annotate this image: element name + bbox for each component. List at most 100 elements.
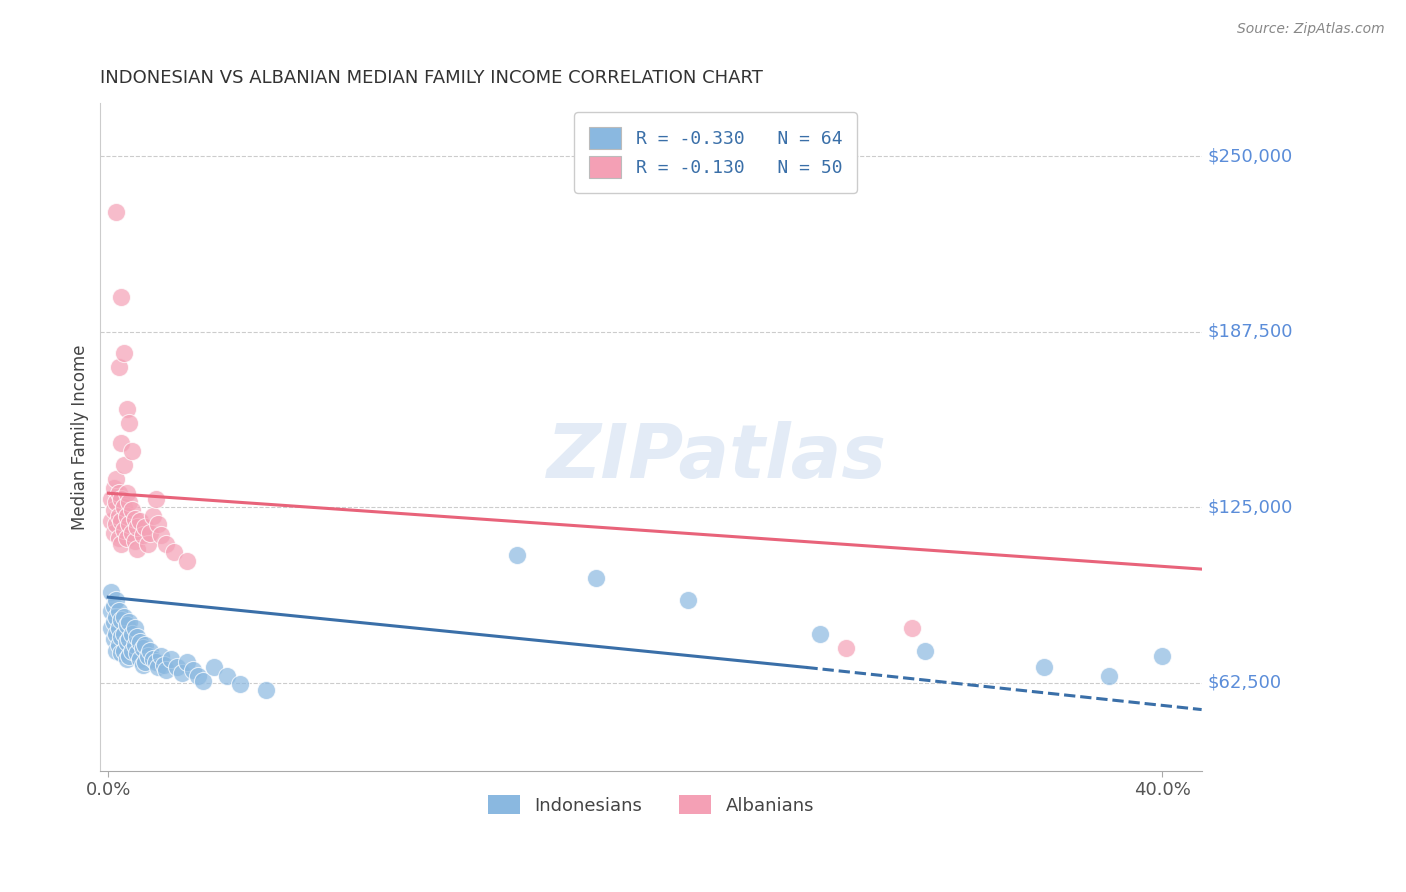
Point bbox=[145, 655, 167, 669]
Point bbox=[112, 626, 135, 640]
Point bbox=[134, 655, 156, 669]
Point bbox=[127, 520, 149, 534]
Point bbox=[914, 643, 936, 657]
Point bbox=[124, 511, 146, 525]
Point bbox=[103, 525, 125, 540]
Text: $62,500: $62,500 bbox=[1208, 673, 1281, 692]
Point bbox=[166, 660, 188, 674]
Point bbox=[160, 652, 183, 666]
Point bbox=[142, 508, 165, 523]
Point bbox=[110, 514, 132, 528]
Point bbox=[112, 643, 135, 657]
Point bbox=[118, 416, 141, 430]
Point bbox=[148, 517, 170, 532]
Text: $250,000: $250,000 bbox=[1208, 147, 1292, 165]
Point bbox=[155, 663, 177, 677]
Point bbox=[105, 494, 128, 508]
Point bbox=[103, 503, 125, 517]
Point bbox=[176, 655, 198, 669]
Point bbox=[118, 615, 141, 630]
Point bbox=[163, 545, 186, 559]
Point bbox=[103, 615, 125, 630]
Text: $125,000: $125,000 bbox=[1208, 499, 1292, 516]
Point bbox=[134, 638, 156, 652]
Point bbox=[115, 635, 138, 649]
Point bbox=[676, 593, 699, 607]
Point bbox=[105, 626, 128, 640]
Point bbox=[131, 657, 153, 672]
Point bbox=[505, 548, 527, 562]
Point bbox=[105, 205, 128, 219]
Point bbox=[139, 643, 162, 657]
Point bbox=[107, 508, 129, 523]
Point bbox=[105, 593, 128, 607]
Point bbox=[585, 570, 607, 584]
Point bbox=[215, 669, 238, 683]
Legend: Indonesians, Albanians: Indonesians, Albanians bbox=[481, 788, 821, 822]
Point bbox=[121, 525, 143, 540]
Point bbox=[128, 652, 150, 666]
Point bbox=[100, 621, 122, 635]
Point bbox=[128, 514, 150, 528]
Point bbox=[118, 632, 141, 647]
Point bbox=[808, 626, 831, 640]
Y-axis label: Median Family Income: Median Family Income bbox=[72, 344, 89, 530]
Point bbox=[105, 472, 128, 486]
Text: $187,500: $187,500 bbox=[1208, 323, 1292, 341]
Point bbox=[134, 520, 156, 534]
Point bbox=[110, 630, 132, 644]
Point bbox=[107, 486, 129, 500]
Point bbox=[112, 610, 135, 624]
Point bbox=[107, 359, 129, 374]
Point bbox=[121, 503, 143, 517]
Point bbox=[107, 531, 129, 545]
Point bbox=[835, 640, 858, 655]
Point bbox=[149, 528, 172, 542]
Point bbox=[100, 514, 122, 528]
Point bbox=[105, 610, 128, 624]
Point bbox=[131, 640, 153, 655]
Point bbox=[115, 508, 138, 523]
Point bbox=[127, 646, 149, 660]
Point bbox=[229, 677, 252, 691]
Point bbox=[145, 491, 167, 506]
Point bbox=[128, 635, 150, 649]
Point bbox=[1152, 649, 1174, 664]
Point bbox=[187, 669, 209, 683]
Point bbox=[1098, 669, 1121, 683]
Point bbox=[115, 401, 138, 416]
Point bbox=[131, 528, 153, 542]
Point bbox=[176, 554, 198, 568]
Point bbox=[121, 444, 143, 458]
Point bbox=[148, 660, 170, 674]
Point bbox=[118, 517, 141, 532]
Point bbox=[107, 621, 129, 635]
Point bbox=[149, 649, 172, 664]
Point bbox=[118, 649, 141, 664]
Point bbox=[103, 481, 125, 495]
Point bbox=[115, 486, 138, 500]
Point bbox=[107, 638, 129, 652]
Text: ZIPatlas: ZIPatlas bbox=[547, 420, 887, 493]
Point bbox=[254, 682, 277, 697]
Point bbox=[110, 289, 132, 303]
Point bbox=[105, 643, 128, 657]
Point bbox=[112, 523, 135, 537]
Point bbox=[115, 531, 138, 545]
Point bbox=[110, 491, 132, 506]
Point bbox=[136, 537, 159, 551]
Point bbox=[110, 537, 132, 551]
Point bbox=[103, 632, 125, 647]
Point bbox=[155, 537, 177, 551]
Point bbox=[152, 657, 174, 672]
Point bbox=[100, 491, 122, 506]
Point bbox=[181, 663, 204, 677]
Point bbox=[110, 435, 132, 450]
Point bbox=[100, 604, 122, 618]
Point bbox=[202, 660, 225, 674]
Point bbox=[136, 649, 159, 664]
Text: Source: ZipAtlas.com: Source: ZipAtlas.com bbox=[1237, 22, 1385, 37]
Point bbox=[901, 621, 924, 635]
Point bbox=[127, 630, 149, 644]
Point bbox=[107, 604, 129, 618]
